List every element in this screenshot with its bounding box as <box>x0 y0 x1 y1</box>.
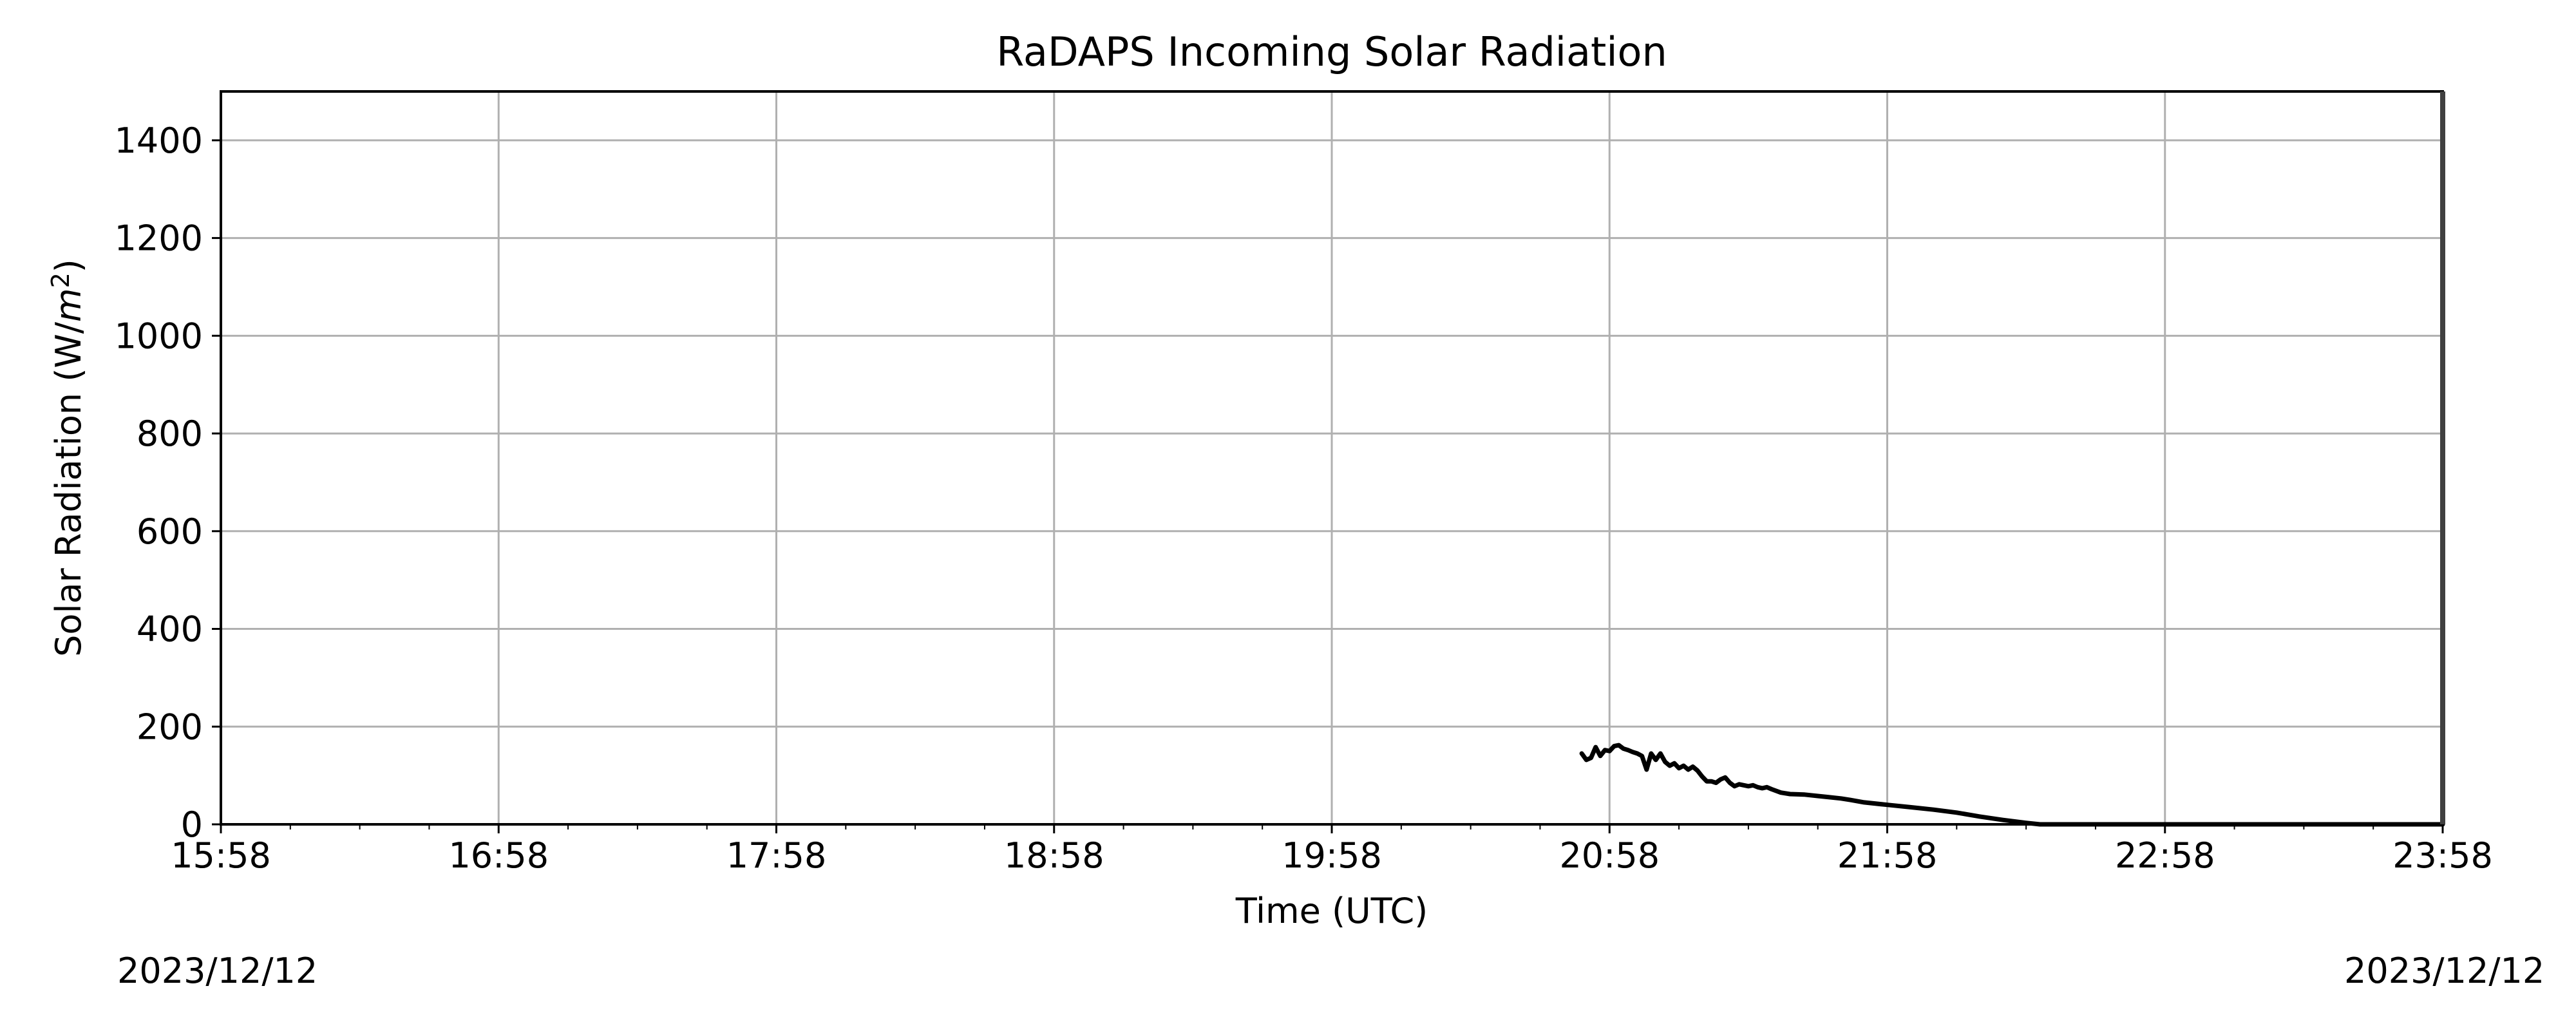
y-tick-label: 200 <box>137 706 203 747</box>
y-axis-label-exponent: 2 <box>46 272 75 288</box>
axes: 15:58 16:58 17:58 18:58 19:58 20:58 21:58 22:58… <box>115 91 2493 876</box>
x-tick-label: 21:58 <box>1837 835 1938 876</box>
y-tick-label: 600 <box>137 511 203 552</box>
y-tick-label: 1200 <box>115 218 203 259</box>
series-line <box>1579 743 2445 827</box>
x-axis-label: Time (UTC) <box>1235 891 1428 931</box>
y-tick-label: 800 <box>137 413 203 454</box>
data-series <box>1579 743 2445 827</box>
x-tick-label: 18:58 <box>1004 835 1104 876</box>
x-tick-label: 15:58 <box>171 835 271 876</box>
x-tick-label: 16:58 <box>448 835 549 876</box>
x-tick-label: 17:58 <box>726 835 827 876</box>
chart-title: RaDAPS Incoming Solar Radiation <box>996 28 1667 75</box>
y-axis-label-unit: m <box>48 288 89 322</box>
end-date: 2023/12/12 <box>2344 951 2544 991</box>
start-date: 2023/12/12 <box>117 951 317 991</box>
y-axis-label-close: ) <box>48 259 89 272</box>
y-tick-label: 400 <box>137 609 203 650</box>
x-tick-label: 20:58 <box>1559 835 1660 876</box>
x-tick-label: 22:58 <box>2115 835 2215 876</box>
x-tick-label: 23:58 <box>2392 835 2493 876</box>
x-tick-label: 19:58 <box>1282 835 1382 876</box>
y-tick-label: 0 <box>181 804 203 845</box>
y-axis-label: Solar Radiation (W/m2) <box>46 259 89 657</box>
y-tick-label: 1400 <box>115 120 203 161</box>
y-axis-label-main: Solar Radiation (W/ <box>48 321 89 657</box>
y-tick-label: 1000 <box>115 316 203 356</box>
